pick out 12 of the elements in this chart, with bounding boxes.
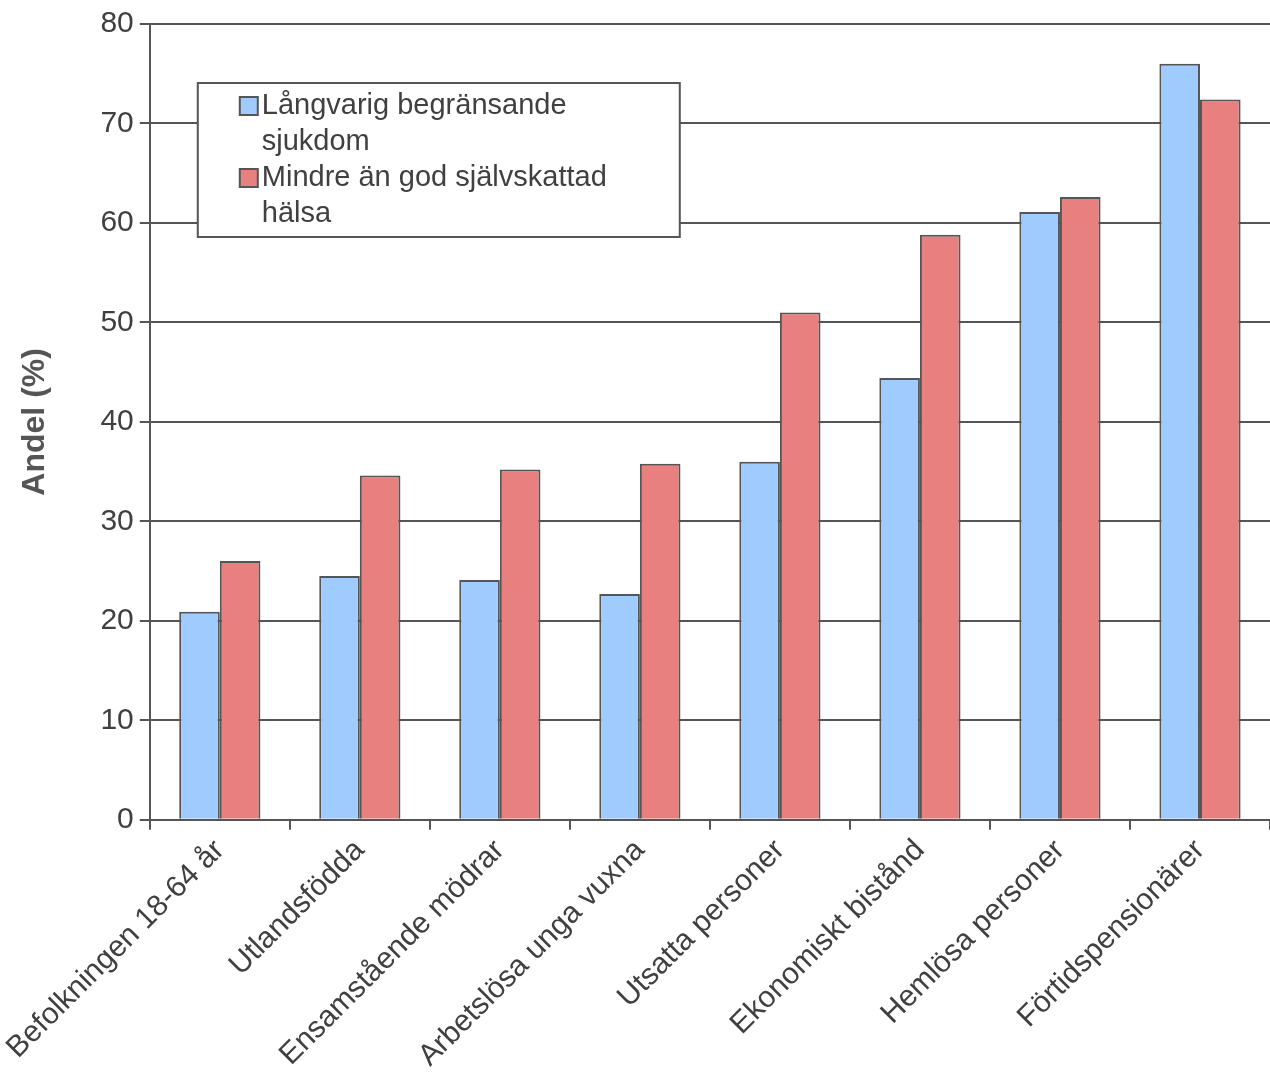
y-tick-label: 60 [100, 204, 134, 238]
y-tick-label: 70 [100, 104, 134, 138]
y-tick-label: 0 [117, 801, 134, 834]
y-axis-title: Andel (%) [15, 348, 52, 496]
y-tick-label: 40 [100, 403, 134, 437]
y-tick-label: 50 [100, 303, 134, 337]
y-tick-label: 20 [100, 602, 134, 636]
legend-label: Långvarig begränsande sjukdom [261, 88, 567, 156]
y-tick-label: 30 [100, 502, 134, 536]
y-tick-label: 80 [100, 5, 134, 39]
y-tick-label: 10 [100, 701, 134, 735]
legend-label: Mindre än god självskattad hälsa [261, 160, 607, 228]
